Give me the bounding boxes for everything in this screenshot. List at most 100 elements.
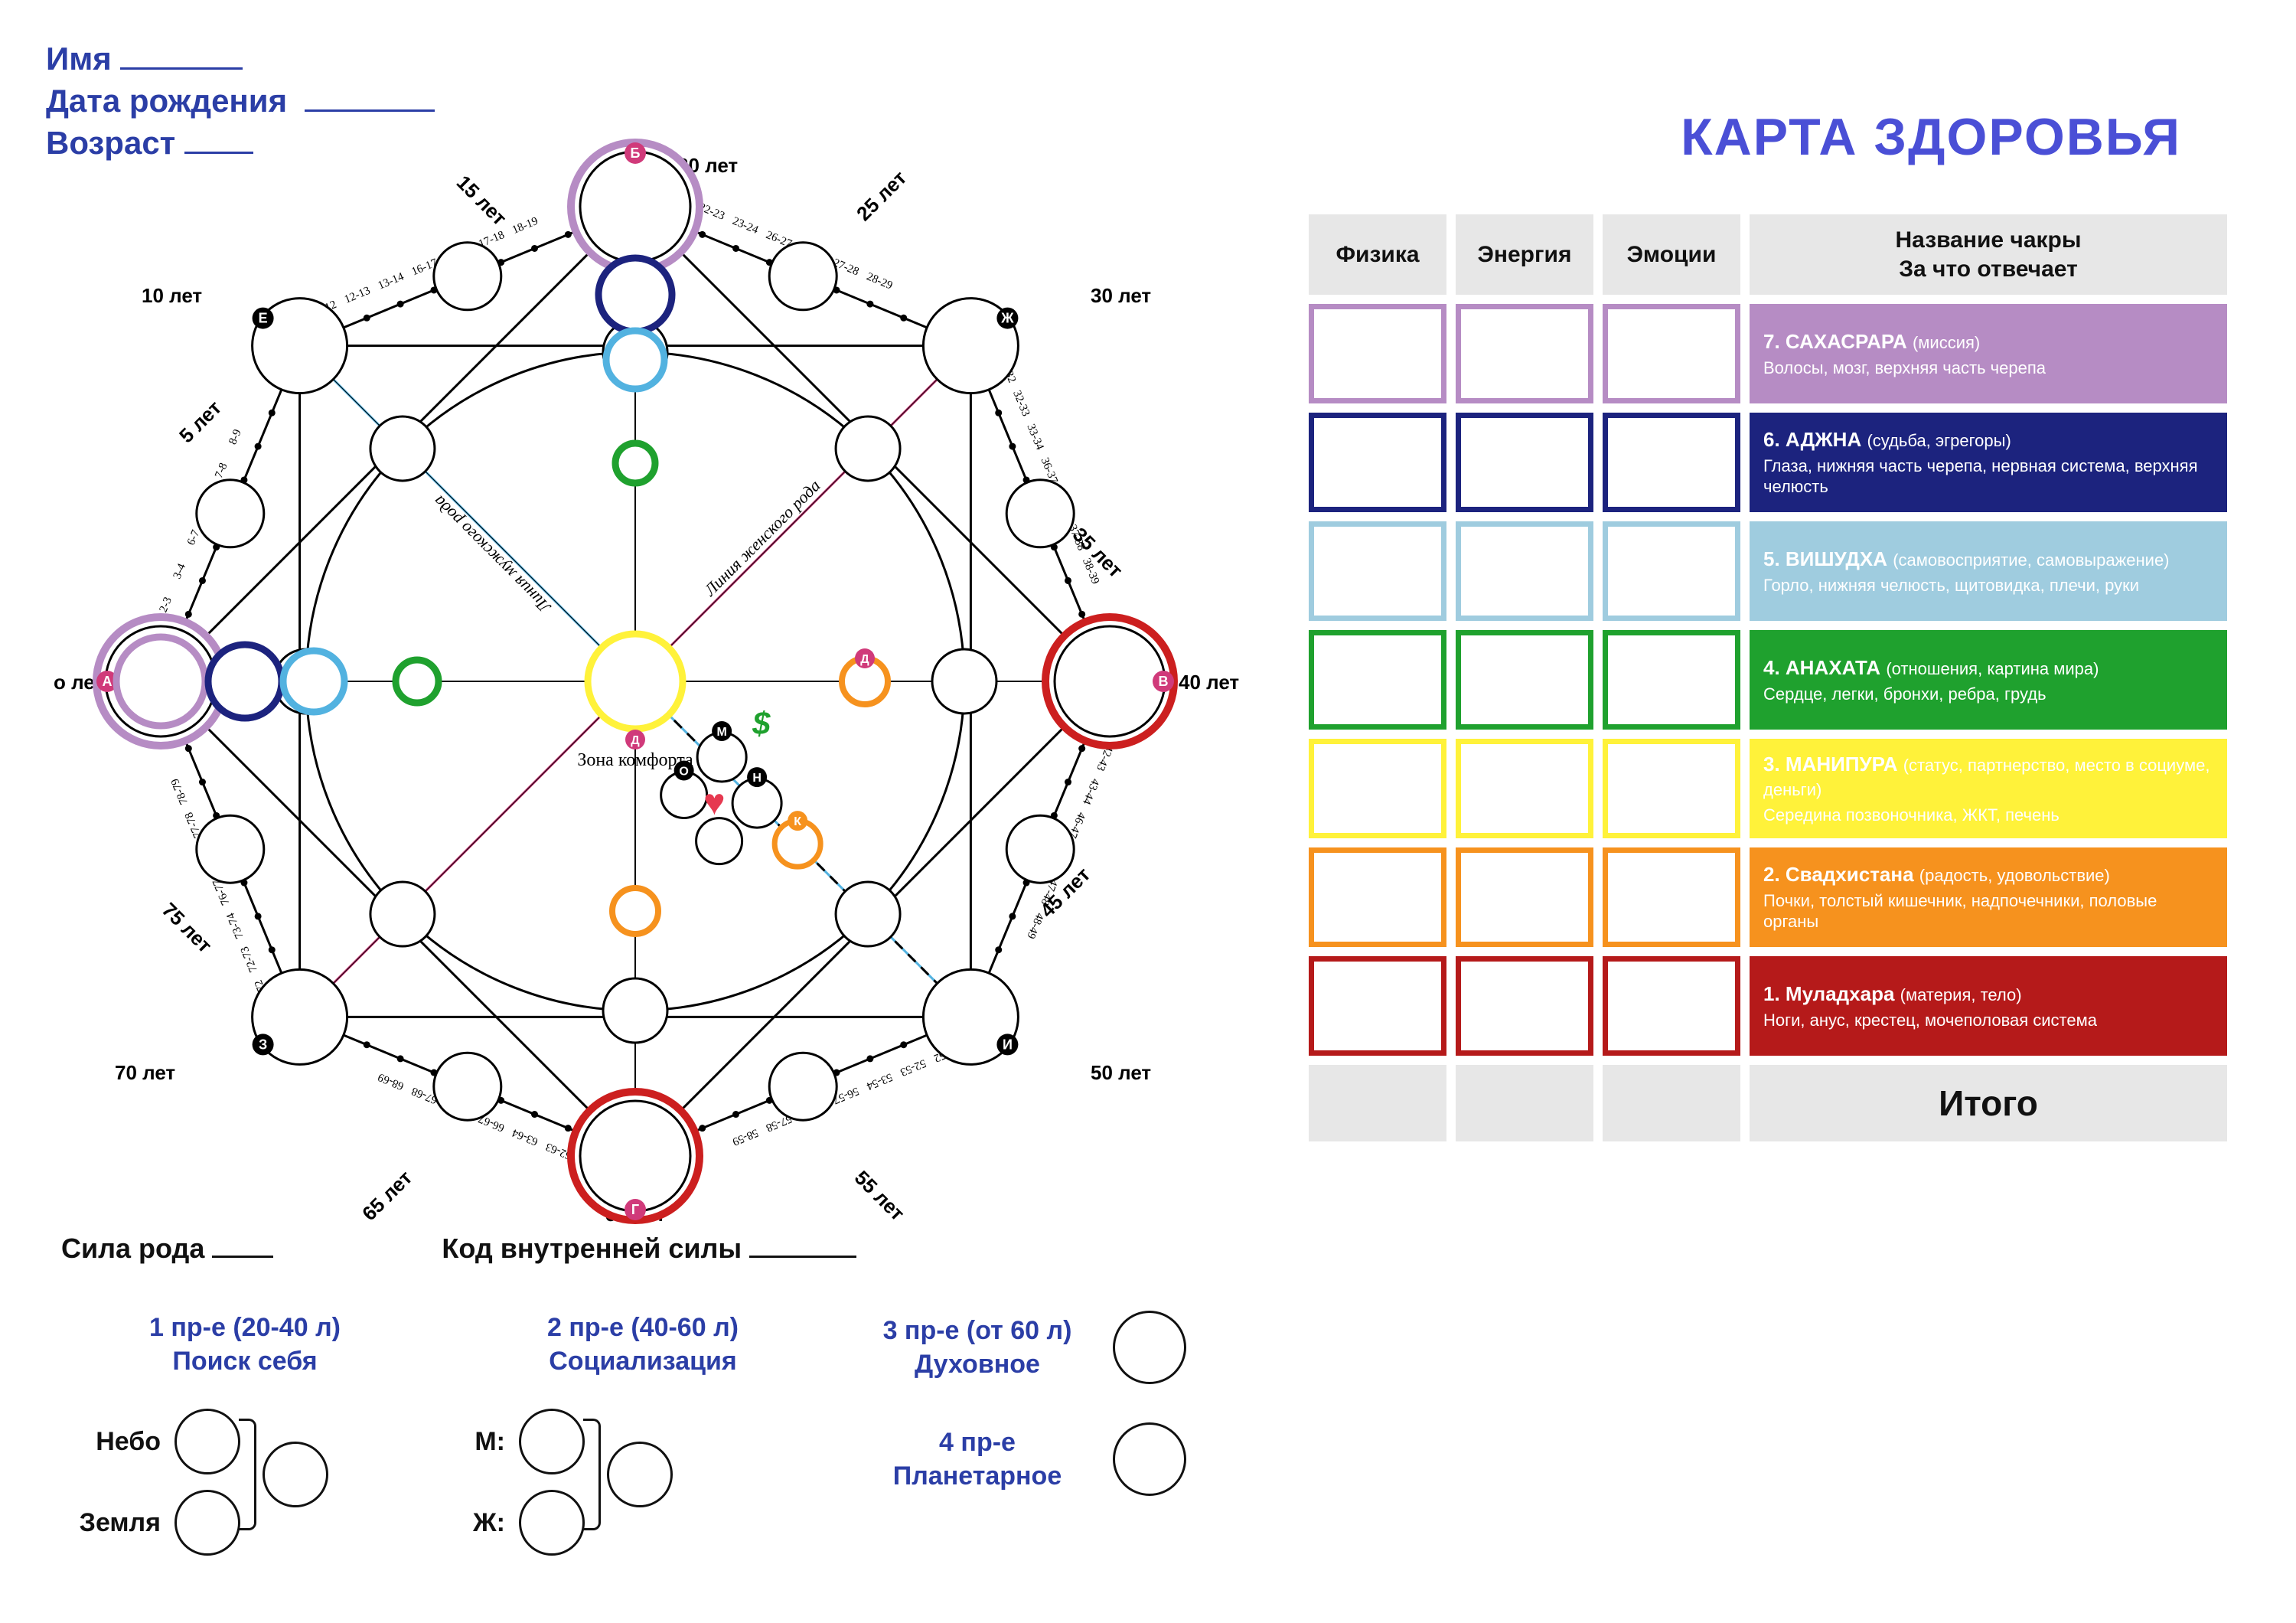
svg-text:З: З <box>259 1037 267 1052</box>
main-title: КАРТА ЗДОРОВЬЯ <box>1681 107 2181 167</box>
col-header-emotion: Эмоции <box>1603 214 1740 295</box>
svg-text:30 лет: 30 лет <box>1091 284 1151 307</box>
chakra-desc: 7. САХАСРАРА (миссия)Волосы, мозг, верхн… <box>1750 304 2227 403</box>
svg-text:75 лет: 75 лет <box>158 898 217 957</box>
svg-text:К: К <box>794 815 801 828</box>
chakra-input-box[interactable] <box>1456 956 1593 1056</box>
svg-text:55 лет: 55 лет <box>850 1166 909 1225</box>
svg-text:♥: ♥ <box>703 782 726 823</box>
chakra-input-box[interactable] <box>1309 413 1446 512</box>
chakra-input-box[interactable] <box>1603 739 1740 838</box>
chakra-row: 2. Свадхистана (радость, удовольствие)По… <box>1309 847 2227 947</box>
svg-text:Д: Д <box>860 653 869 666</box>
svg-text:50 лет: 50 лет <box>1091 1061 1151 1084</box>
chakra-input-box[interactable] <box>1309 956 1446 1056</box>
svg-text:72-73: 72-73 <box>239 945 260 974</box>
svg-text:Зона комфорта: Зона комфорта <box>577 750 693 770</box>
svg-text:58-59: 58-59 <box>731 1126 760 1148</box>
svg-text:Линия женского рода: Линия женского рода <box>700 475 823 599</box>
svg-text:И: И <box>1003 1037 1013 1052</box>
svg-text:25 лет: 25 лет <box>852 166 911 225</box>
svg-text:Ж: Ж <box>1000 311 1014 326</box>
svg-text:Б: Б <box>631 145 641 161</box>
header-name: Имя <box>46 38 243 80</box>
chakra-row: 7. САХАСРАРА (миссия)Волосы, мозг, верхн… <box>1309 304 2227 403</box>
footer-cell <box>1456 1065 1593 1141</box>
svg-text:М: М <box>716 726 726 739</box>
svg-text:32-33: 32-33 <box>1010 389 1032 418</box>
svg-text:3-4: 3-4 <box>171 561 189 580</box>
chakra-input-box[interactable] <box>1456 739 1593 838</box>
chakra-input-box[interactable] <box>1603 847 1740 947</box>
svg-text:48-49: 48-49 <box>1024 911 1045 940</box>
svg-text:18-19: 18-19 <box>510 215 540 237</box>
svg-text:63-64: 63-64 <box>510 1126 540 1148</box>
svg-text:6-7: 6-7 <box>185 528 203 547</box>
chakra-input-box[interactable] <box>1456 630 1593 730</box>
chakra-input-box[interactable] <box>1456 521 1593 621</box>
svg-text:В: В <box>1159 674 1169 689</box>
footer-cell <box>1309 1065 1446 1141</box>
chakra-input-box[interactable] <box>1603 521 1740 621</box>
chakra-input-box[interactable] <box>1603 630 1740 730</box>
chakra-input-box[interactable] <box>1309 630 1446 730</box>
col-header-physics: Физика <box>1309 214 1446 295</box>
chakra-desc: 2. Свадхистана (радость, удовольствие)По… <box>1750 847 2227 947</box>
chakra-input-box[interactable] <box>1603 956 1740 1056</box>
chakra-row: 4. АНАХАТА (отношения, картина мира)Серд… <box>1309 630 2227 730</box>
svg-text:43-44: 43-44 <box>1080 777 1101 807</box>
chakra-input-box[interactable] <box>1456 413 1593 512</box>
chakra-desc: 4. АНАХАТА (отношения, картина мира)Серд… <box>1750 630 2227 730</box>
chakra-input-box[interactable] <box>1309 739 1446 838</box>
svg-text:65 лет: 65 лет <box>357 1166 416 1225</box>
col-header-energy: Энергия <box>1456 214 1593 295</box>
svg-text:13-14: 13-14 <box>377 270 406 292</box>
chakra-row: 6. АДЖНА (судьба, эгрегоры)Глаза, нижняя… <box>1309 413 2227 512</box>
chakra-row: 5. ВИШУДХА (самовосприятие, самовыражени… <box>1309 521 2227 621</box>
chakra-input-box[interactable] <box>1456 847 1593 947</box>
chakra-desc: 3. МАНИПУРА (статус, партнерство, место … <box>1750 739 2227 838</box>
purpose-col-3: 3 пр-е (от 60 л) Духовное 4 пр-е Планета… <box>857 1311 1186 1556</box>
matrix-diagram: 1-22-33-46-77-88-911-1212-1313-1416-1717… <box>23 130 1247 1278</box>
svg-text:Г: Г <box>631 1202 639 1217</box>
svg-text:5 лет: 5 лет <box>174 396 226 447</box>
chakra-table: Физика Энергия Эмоции Название чакры За … <box>1309 214 2227 1151</box>
svg-text:33-34: 33-34 <box>1024 423 1045 452</box>
svg-text:40 лет: 40 лет <box>1179 671 1239 694</box>
svg-text:2-3: 2-3 <box>158 596 174 615</box>
chakra-input-box[interactable] <box>1456 304 1593 403</box>
svg-text:28-29: 28-29 <box>865 270 894 292</box>
svg-text:8-9: 8-9 <box>227 428 243 447</box>
svg-text:Д: Д <box>631 734 640 747</box>
chakra-input-box[interactable] <box>1309 304 1446 403</box>
svg-text:$: $ <box>752 705 771 741</box>
svg-text:78-79: 78-79 <box>169 777 191 806</box>
col-header-chakra: Название чакры За что отвечает <box>1750 214 2227 295</box>
purpose-col-2: 2 пр-е (40-60 л) Социализация М: Ж: <box>459 1311 827 1556</box>
bottom-panel: Сила рода Код внутренней силы 1 пр-е (20… <box>61 1233 1209 1556</box>
chakra-input-box[interactable] <box>1309 847 1446 947</box>
svg-text:53-54: 53-54 <box>864 1070 894 1092</box>
svg-text:70 лет: 70 лет <box>115 1061 175 1084</box>
svg-text:Линия мужского рода: Линия мужского рода <box>429 492 555 618</box>
chakra-row: 1. Муладхара (материя, тело)Ноги, анус, … <box>1309 956 2227 1056</box>
svg-text:68-69: 68-69 <box>377 1070 406 1092</box>
chakra-desc: 6. АДЖНА (судьба, эгрегоры)Глаза, нижняя… <box>1750 413 2227 512</box>
header-dob: Дата рождения <box>46 80 435 122</box>
chakra-input-box[interactable] <box>1309 521 1446 621</box>
footer-cell <box>1603 1065 1740 1141</box>
svg-text:Е: Е <box>259 311 268 326</box>
svg-text:12-13: 12-13 <box>343 285 372 306</box>
svg-text:7-8: 7-8 <box>213 461 230 480</box>
chakra-input-box[interactable] <box>1603 304 1740 403</box>
svg-text:15 лет: 15 лет <box>452 171 511 230</box>
svg-text:Н: Н <box>752 772 762 785</box>
svg-text:52-53: 52-53 <box>899 1056 928 1078</box>
footer-total: Итого <box>1750 1065 2227 1141</box>
chakra-row: 3. МАНИПУРА (статус, партнерство, место … <box>1309 739 2227 838</box>
chakra-desc: 5. ВИШУДХА (самовосприятие, самовыражени… <box>1750 521 2227 621</box>
chakra-input-box[interactable] <box>1603 413 1740 512</box>
svg-text:73-74: 73-74 <box>224 910 246 940</box>
svg-text:23-24: 23-24 <box>731 215 761 237</box>
svg-text:10 лет: 10 лет <box>142 284 202 307</box>
